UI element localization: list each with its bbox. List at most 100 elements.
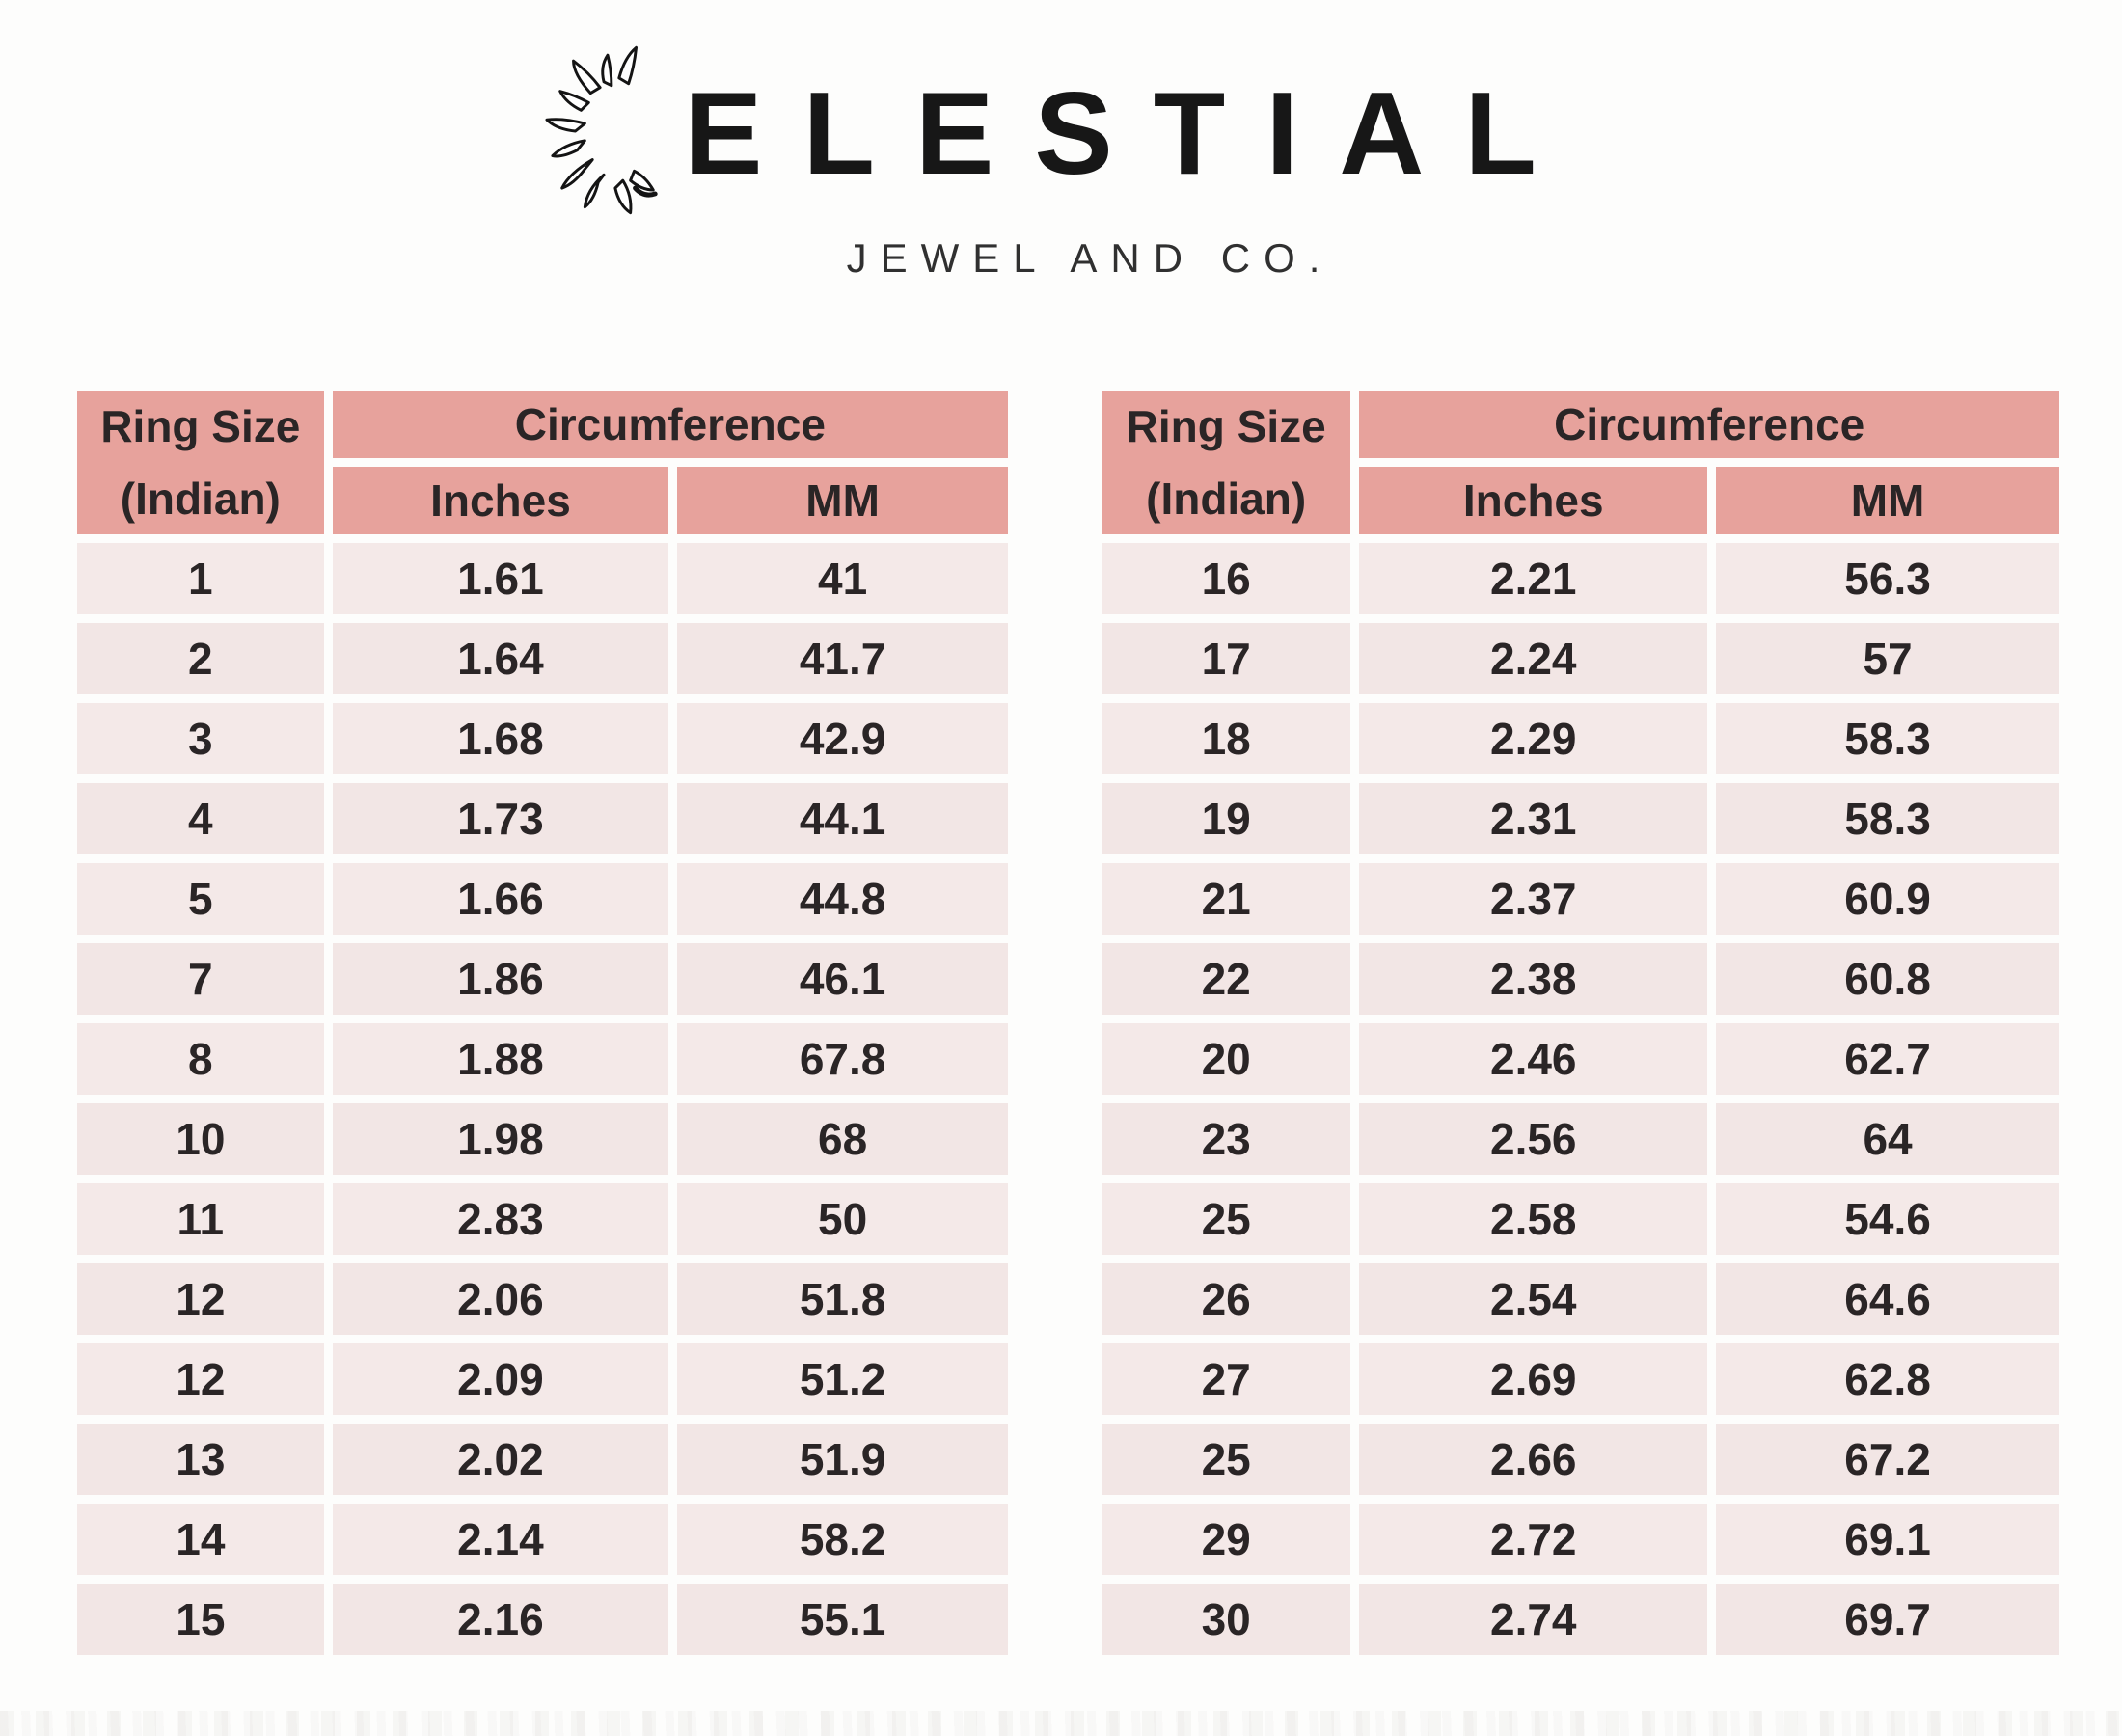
ring-size-cell: 8: [77, 1023, 324, 1096]
inches-cell: 2.58: [1359, 1183, 1708, 1256]
ring-size-cell: 25: [1102, 1183, 1351, 1256]
inches-cell: 1.68: [332, 703, 669, 775]
inches-cell: 2.14: [332, 1504, 669, 1576]
mm-cell: 69.1: [1716, 1504, 2059, 1576]
ring-size-cell: 25: [1102, 1424, 1351, 1496]
ring-size-cell: 5: [77, 863, 324, 936]
mm-cell: 64.6: [1716, 1263, 2059, 1336]
ring-size-cell: 4: [77, 783, 324, 855]
inches-cell: 1.64: [332, 623, 669, 695]
header-row-1: Ring Size (Indian) Circumference: [77, 391, 1008, 535]
table-row: 11 2.83 50: [77, 1183, 1008, 1256]
inches-cell: 2.56: [1359, 1103, 1708, 1176]
ring-size-cell: 2: [77, 623, 324, 695]
mm-cell: 51.2: [677, 1343, 1008, 1416]
ring-size-cell: 12: [77, 1263, 324, 1336]
inches-cell: 2.69: [1359, 1343, 1708, 1416]
circumference-header: Circumference: [1359, 391, 2059, 459]
ring-size-cell: 26: [1102, 1263, 1351, 1336]
circumference-header: Circumference: [332, 391, 1008, 459]
inches-cell: 2.54: [1359, 1263, 1708, 1336]
mm-cell: 60.9: [1716, 863, 2059, 936]
inches-header: Inches: [332, 467, 669, 535]
ring-size-cell: 10: [77, 1103, 324, 1176]
ring-size-header-line2: (Indian): [1146, 473, 1307, 524]
table-row: 8 1.88 67.8: [77, 1023, 1008, 1096]
table-header: Ring Size (Indian) Circumference Inches …: [1102, 391, 2059, 535]
inches-cell: 2.83: [332, 1183, 669, 1256]
inches-cell: 2.24: [1359, 623, 1708, 695]
inches-cell: 2.46: [1359, 1023, 1708, 1096]
inches-cell: 1.73: [332, 783, 669, 855]
header-row-1: Ring Size (Indian) Circumference: [1102, 391, 2059, 535]
ring-size-table-left: Ring Size (Indian) Circumference Inches …: [68, 382, 1017, 1664]
header-row-2: Inches MM: [1102, 467, 2059, 535]
mm-cell: 46.1: [677, 943, 1008, 1016]
mm-cell: 68: [677, 1103, 1008, 1176]
brand-wordmark-row: ELESTIAL: [545, 39, 1577, 222]
mm-cell: 51.9: [677, 1424, 1008, 1496]
ring-size-header: Ring Size (Indian): [1102, 391, 1351, 535]
ring-size-cell: 13: [77, 1424, 324, 1496]
table-body: 16 2.21 56.3 17 2.24 57 18 2.29 58.3 19 2.31 58.3 21…: [1102, 543, 2059, 1656]
mm-header: MM: [1716, 467, 2059, 535]
mm-cell: 57: [1716, 623, 2059, 695]
ring-size-cell: 14: [77, 1504, 324, 1576]
table-row: 5 1.66 44.8: [77, 863, 1008, 936]
table-row: 2 1.64 41.7: [77, 623, 1008, 695]
ring-size-cell: 15: [77, 1584, 324, 1656]
mm-cell: 55.1: [677, 1584, 1008, 1656]
inches-cell: 1.88: [332, 1023, 669, 1096]
table-row: 23 2.56 64: [1102, 1103, 2059, 1176]
mm-cell: 56.3: [1716, 543, 2059, 615]
table-row: 27 2.69 62.8: [1102, 1343, 2059, 1416]
ring-size-cell: 20: [1102, 1023, 1351, 1096]
ring-size-header-line1: Ring Size: [1126, 401, 1326, 451]
mm-cell: 62.8: [1716, 1343, 2059, 1416]
brand-tagline: JEWEL AND CO.: [846, 235, 1334, 281]
table-header: Ring Size (Indian) Circumference Inches …: [77, 391, 1008, 535]
table-row: 19 2.31 58.3: [1102, 783, 2059, 855]
ring-size-cell: 23: [1102, 1103, 1351, 1176]
table-row: 12 2.09 51.2: [77, 1343, 1008, 1416]
ring-size-cell: 22: [1102, 943, 1351, 1016]
mm-cell: 60.8: [1716, 943, 2059, 1016]
ring-size-cell: 1: [77, 543, 324, 615]
inches-cell: 2.16: [332, 1584, 669, 1656]
mm-cell: 54.6: [1716, 1183, 2059, 1256]
ring-size-cell: 30: [1102, 1584, 1351, 1656]
inches-cell: 2.09: [332, 1343, 669, 1416]
mm-cell: 41.7: [677, 623, 1008, 695]
inches-cell: 2.31: [1359, 783, 1708, 855]
mm-cell: 58.3: [1716, 783, 2059, 855]
inches-cell: 1.98: [332, 1103, 669, 1176]
inches-header: Inches: [1359, 467, 1708, 535]
inches-cell: 2.29: [1359, 703, 1708, 775]
ring-size-cell: 21: [1102, 863, 1351, 936]
table-row: 16 2.21 56.3: [1102, 543, 2059, 615]
inches-cell: 2.74: [1359, 1584, 1708, 1656]
mm-cell: 50: [677, 1183, 1008, 1256]
table-row: 7 1.86 46.1: [77, 943, 1008, 1016]
inches-cell: 2.37: [1359, 863, 1708, 936]
mm-cell: 44.1: [677, 783, 1008, 855]
table-row: 12 2.06 51.8: [77, 1263, 1008, 1336]
inches-cell: 1.86: [332, 943, 669, 1016]
ring-size-cell: 3: [77, 703, 324, 775]
table-row: 21 2.37 60.9: [1102, 863, 2059, 936]
mm-cell: 67.8: [677, 1023, 1008, 1096]
ring-size-header-line2: (Indian): [120, 473, 281, 524]
ring-size-cell: 12: [77, 1343, 324, 1416]
mm-cell: 58.2: [677, 1504, 1008, 1576]
mm-cell: 44.8: [677, 863, 1008, 936]
inches-cell: 2.38: [1359, 943, 1708, 1016]
table-row: 22 2.38 60.8: [1102, 943, 2059, 1016]
brand-logo: ELESTIAL JEWEL AND CO.: [0, 39, 2122, 282]
inches-cell: 2.21: [1359, 543, 1708, 615]
ring-size-cell: 29: [1102, 1504, 1351, 1576]
sun-crescent-icon: [545, 45, 658, 215]
mm-cell: 58.3: [1716, 703, 2059, 775]
table-row: 15 2.16 55.1: [77, 1584, 1008, 1656]
mm-cell: 62.7: [1716, 1023, 2059, 1096]
